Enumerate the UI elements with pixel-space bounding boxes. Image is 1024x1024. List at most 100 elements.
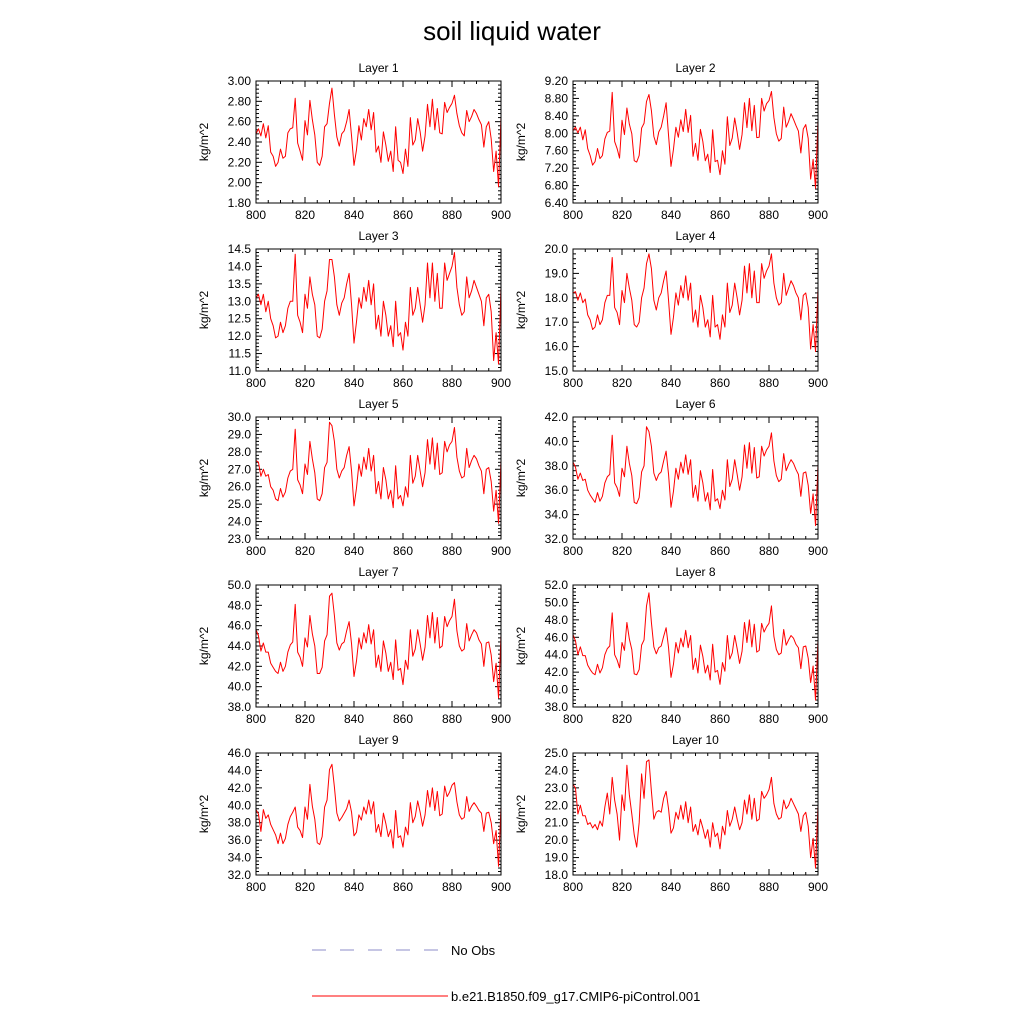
legend-obs-label: No Obs xyxy=(451,943,496,958)
panel-title: Layer 5 xyxy=(358,397,398,411)
plot-frame xyxy=(255,416,502,540)
panel-grid: Layer 1 kg/m^2 800 820 840 860 880 900 1.80 2.00 2… xyxy=(197,61,828,894)
y-tick-label: 8.00 xyxy=(545,126,569,140)
x-tick-label: 840 xyxy=(344,880,364,894)
layer-panel: Layer 3 kg/m^2 800 820 840 860 880 900 11.0 11.5 1… xyxy=(197,229,511,390)
y-tick-label: 2.40 xyxy=(228,135,252,149)
legend: No Obs b.e21.B1850.f09_g17.CMIP6-piContr… xyxy=(312,943,700,1004)
plot-frame xyxy=(572,80,819,204)
y-tick-label: 34.0 xyxy=(228,851,252,865)
y-tick-label: 44.0 xyxy=(228,639,252,653)
y-tick-label: 2.80 xyxy=(228,94,252,108)
x-tick-label: 860 xyxy=(393,544,413,558)
y-tick-label: 8.40 xyxy=(545,109,569,123)
x-tick-label: 860 xyxy=(710,376,730,390)
y-tick-label: 6.40 xyxy=(545,196,569,210)
y-tick-label: 25.0 xyxy=(228,497,252,511)
x-tick-label: 840 xyxy=(661,712,681,726)
x-tick-label: 840 xyxy=(344,712,364,726)
x-tick-label: 900 xyxy=(491,208,511,222)
series-line xyxy=(572,253,819,352)
plot-frame xyxy=(572,416,819,540)
plot-frame xyxy=(255,248,502,372)
y-tick-label: 40.0 xyxy=(228,798,252,812)
y-tick-label: 30.0 xyxy=(228,410,252,424)
y-tick-label: 3.00 xyxy=(228,74,252,88)
y-tick-label: 42.0 xyxy=(228,659,252,673)
y-tick-label: 2.60 xyxy=(228,115,252,129)
layer-panel: Layer 5 kg/m^2 800 820 840 860 880 900 23.0 24.0 2… xyxy=(197,397,511,558)
panel-title: Layer 3 xyxy=(358,229,398,243)
x-tick-label: 800 xyxy=(246,880,266,894)
panel-title: Layer 7 xyxy=(358,565,398,579)
x-tick-label: 900 xyxy=(808,376,828,390)
y-tick-label: 50.0 xyxy=(545,595,569,609)
x-tick-label: 860 xyxy=(393,376,413,390)
x-tick-label: 860 xyxy=(393,208,413,222)
series-line xyxy=(572,592,819,701)
y-tick-label: 40.0 xyxy=(228,680,252,694)
x-tick-label: 800 xyxy=(563,712,583,726)
x-tick-label: 880 xyxy=(442,544,462,558)
y-tick-label: 18.0 xyxy=(545,291,569,305)
x-tick-label: 860 xyxy=(710,712,730,726)
y-axis-label: kg/m^2 xyxy=(514,459,528,498)
x-tick-label: 880 xyxy=(442,880,462,894)
series-line xyxy=(572,90,819,189)
x-tick-label: 880 xyxy=(442,712,462,726)
y-tick-label: 12.0 xyxy=(228,329,252,343)
y-tick-label: 15.0 xyxy=(545,364,569,378)
panel-title: Layer 8 xyxy=(675,565,715,579)
y-tick-label: 27.0 xyxy=(228,462,252,476)
y-axis-label: kg/m^2 xyxy=(514,291,528,330)
panel-title: Layer 9 xyxy=(358,733,398,747)
x-tick-label: 800 xyxy=(246,544,266,558)
plot-frame xyxy=(572,752,819,876)
x-tick-label: 800 xyxy=(563,376,583,390)
layer-panel: Layer 7 kg/m^2 800 820 840 860 880 900 38.0 40.0 4… xyxy=(197,565,511,726)
series-line xyxy=(255,87,502,188)
y-axis-label: kg/m^2 xyxy=(514,123,528,162)
y-tick-label: 48.0 xyxy=(545,613,569,627)
x-tick-label: 800 xyxy=(246,712,266,726)
y-tick-label: 36.0 xyxy=(545,483,569,497)
panel-title: Layer 1 xyxy=(358,61,398,75)
series-line xyxy=(572,759,819,869)
x-tick-label: 860 xyxy=(710,880,730,894)
y-tick-label: 25.0 xyxy=(545,746,569,760)
layer-panel: Layer 9 kg/m^2 800 820 840 860 880 900 32.0 34.0 3… xyxy=(197,733,511,894)
plot-frame xyxy=(255,752,502,876)
series-line xyxy=(255,763,502,867)
x-tick-label: 840 xyxy=(344,376,364,390)
x-tick-label: 800 xyxy=(563,880,583,894)
y-tick-label: 42.0 xyxy=(545,665,569,679)
x-tick-label: 820 xyxy=(295,208,315,222)
x-tick-label: 820 xyxy=(612,208,632,222)
plot-frame xyxy=(255,584,502,708)
y-tick-label: 38.0 xyxy=(545,700,569,714)
panel-title: Layer 6 xyxy=(675,397,715,411)
y-tick-label: 23.0 xyxy=(545,781,569,795)
x-tick-label: 900 xyxy=(808,712,828,726)
y-tick-label: 20.0 xyxy=(545,833,569,847)
y-tick-label: 28.0 xyxy=(228,445,252,459)
x-tick-label: 800 xyxy=(246,376,266,390)
series-line xyxy=(255,592,502,699)
y-tick-label: 8.80 xyxy=(545,91,569,105)
x-tick-label: 840 xyxy=(661,880,681,894)
x-tick-label: 880 xyxy=(442,376,462,390)
y-axis-label: kg/m^2 xyxy=(197,627,211,666)
layer-panel: Layer 2 kg/m^2 800 820 840 860 880 900 6.40 6.80 7… xyxy=(514,61,828,222)
y-tick-label: 44.0 xyxy=(545,648,569,662)
x-tick-label: 820 xyxy=(612,544,632,558)
y-tick-label: 1.80 xyxy=(228,196,252,210)
y-axis-label: kg/m^2 xyxy=(514,795,528,834)
y-tick-label: 18.0 xyxy=(545,868,569,882)
x-tick-label: 820 xyxy=(612,712,632,726)
x-tick-label: 840 xyxy=(344,208,364,222)
x-tick-label: 800 xyxy=(246,208,266,222)
layer-panel: Layer 1 kg/m^2 800 820 840 860 880 900 1.80 2.00 2… xyxy=(197,61,511,222)
y-tick-label: 21.0 xyxy=(545,816,569,830)
y-tick-label: 13.0 xyxy=(228,294,252,308)
legend-model-label: b.e21.B1850.f09_g17.CMIP6-piControl.001 xyxy=(451,989,700,1004)
